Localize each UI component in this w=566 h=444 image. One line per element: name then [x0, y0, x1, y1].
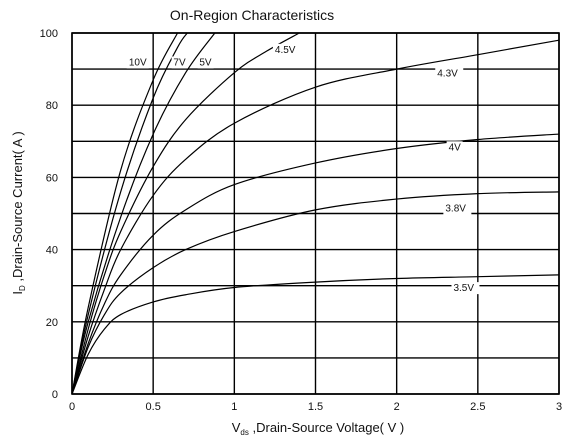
- curve-10V: [71, 32, 179, 395]
- x-tick-label: 2: [394, 401, 400, 413]
- curve-labels-group: 3.5V 3.8V 4V 4.3V 4.5V 5V 7V 10V: [126, 43, 480, 295]
- curve-3.5V: [71, 274, 560, 395]
- curve-label-bg: [443, 202, 472, 215]
- x-axis-title-symbol: V: [232, 420, 241, 435]
- x-axis-title-text: ,Drain-Source Voltage( V ): [249, 420, 404, 435]
- x-axis-title: Vds ,Drain-Source Voltage( V ): [232, 420, 404, 437]
- curve-label-bg: [197, 56, 214, 69]
- y-axis-title: ID ,Drain-Source Current( A ): [10, 131, 27, 294]
- curve-label-4.3V: 4.3V: [437, 68, 458, 79]
- y-axis-title-subscript: D: [18, 285, 27, 291]
- y-axis-title-symbol: I: [10, 291, 25, 295]
- x-tick-label: 2.5: [470, 401, 485, 413]
- curve-5V: [71, 32, 216, 395]
- curve-label-10V: 10V: [129, 57, 147, 68]
- y-tick-labels: 0 20 40 60 80 100: [40, 28, 58, 401]
- curve-7V: [71, 32, 188, 395]
- x-tick-label: 1.5: [308, 401, 323, 413]
- y-tick-label: 100: [40, 28, 58, 40]
- curves-group: [71, 32, 560, 395]
- curve-label-3.5V: 3.5V: [453, 283, 474, 294]
- y-tick-label: 80: [46, 100, 58, 112]
- y-tick-label: 40: [46, 245, 58, 257]
- y-tick-label: 20: [46, 317, 58, 329]
- curve-label-bg: [272, 43, 301, 56]
- curve-4V: [71, 133, 560, 395]
- curve-label-bg: [171, 56, 188, 69]
- chart-title: On-Region Characteristics: [170, 7, 334, 23]
- curve-label-4V: 4V: [449, 142, 462, 153]
- plot-frame: [71, 32, 560, 395]
- x-tick-label: 0.5: [146, 401, 161, 413]
- curve-label-5V: 5V: [199, 57, 212, 68]
- y-tick-label: 60: [46, 172, 58, 184]
- x-tick-label: 1: [231, 401, 237, 413]
- curve-label-4.5V: 4.5V: [275, 45, 296, 56]
- y-tick-label: 0: [52, 389, 58, 401]
- curve-label-bg: [435, 67, 464, 80]
- curve-3.8V: [71, 191, 560, 395]
- curve-4.3V: [71, 39, 560, 395]
- curve-label-3.8V: 3.8V: [445, 204, 466, 215]
- curve-label-7V: 7V: [173, 57, 186, 68]
- x-axis-title-subscript: ds: [240, 428, 248, 437]
- curve-label-bg: [451, 282, 480, 295]
- curve-label-bg: [126, 56, 149, 69]
- curve-4.5V: [71, 32, 300, 395]
- x-tick-labels: 0 0.5 1 1.5 2 2.5 3: [69, 401, 562, 413]
- y-axis-title-text: ,Drain-Source Current( A ): [10, 131, 25, 285]
- x-tick-label: 0: [69, 401, 75, 413]
- x-tick-label: 3: [556, 401, 562, 413]
- curve-label-bg: [446, 141, 463, 154]
